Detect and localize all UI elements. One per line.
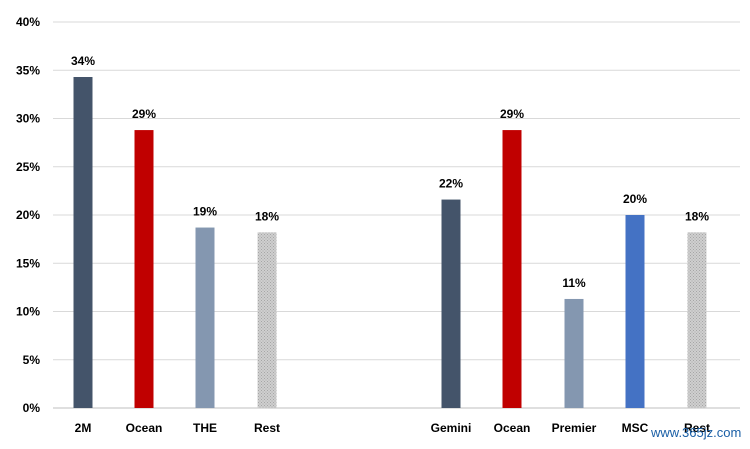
category-label: Ocean — [494, 421, 531, 435]
data-label: 29% — [500, 107, 524, 121]
data-label: 29% — [132, 107, 156, 121]
category-label: THE — [193, 421, 217, 435]
watermark: www.365jz.com — [650, 425, 741, 440]
y-tick-label: 30% — [16, 112, 40, 126]
y-tick-label: 0% — [23, 401, 41, 415]
data-label: 11% — [562, 276, 586, 290]
category-label: Premier — [552, 421, 597, 435]
category-label: Rest — [254, 421, 280, 435]
gridlines — [53, 21, 740, 409]
data-label: 18% — [685, 209, 709, 223]
bar-2m — [73, 77, 93, 408]
y-tick-label: 15% — [16, 256, 40, 270]
bars — [73, 77, 707, 408]
data-label: 18% — [255, 209, 279, 223]
data-label: 22% — [439, 177, 463, 191]
bar-gemini — [441, 199, 461, 408]
data-labels: 34% 29% 19% 18% 22% 29% 11% 20% 18% — [71, 54, 709, 290]
y-axis-ticks: 0% 5% 10% 15% 20% 25% 30% 35% 40% — [16, 15, 40, 415]
bar-premier — [564, 298, 584, 408]
data-label: 19% — [193, 205, 217, 219]
category-label: Rest — [684, 421, 710, 435]
bar-ocean — [134, 130, 154, 408]
data-label: 34% — [71, 54, 95, 68]
y-tick-label: 20% — [16, 208, 40, 222]
y-tick-label: 5% — [23, 353, 41, 367]
y-tick-label: 10% — [16, 305, 40, 319]
y-tick-label: 25% — [16, 160, 40, 174]
category-labels: 2M Ocean THE Rest Gemini Ocean Premier MSC Rest — [75, 421, 710, 435]
y-tick-label: 35% — [16, 63, 40, 77]
bar-the — [195, 227, 215, 408]
bar-rest — [687, 232, 707, 408]
bar-rest — [257, 232, 277, 408]
data-label: 20% — [623, 192, 647, 206]
category-label: 2M — [75, 421, 92, 435]
bar-ocean — [502, 130, 522, 408]
y-tick-label: 40% — [16, 15, 40, 29]
category-label: Ocean — [126, 421, 163, 435]
bar-msc — [625, 215, 645, 408]
category-label: Gemini — [431, 421, 472, 435]
category-label: MSC — [622, 421, 649, 435]
